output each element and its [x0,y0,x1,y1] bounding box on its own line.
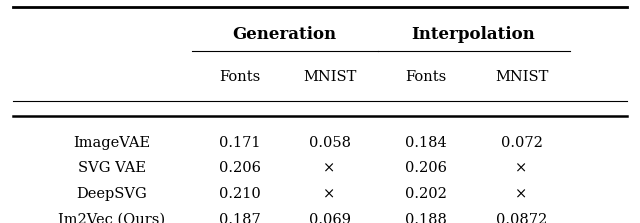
Text: ×: × [323,161,336,175]
Text: Im2Vec (Ours): Im2Vec (Ours) [58,213,166,223]
Text: 0.058: 0.058 [308,136,351,150]
Text: ×: × [515,187,528,201]
Text: MNIST: MNIST [303,70,356,84]
Text: DeepSVG: DeepSVG [77,187,147,201]
Text: 0.206: 0.206 [404,161,447,175]
Text: 0.210: 0.210 [219,187,261,201]
Text: MNIST: MNIST [495,70,548,84]
Text: Generation: Generation [233,26,337,43]
Text: 0.069: 0.069 [308,213,351,223]
Text: 0.188: 0.188 [404,213,447,223]
Text: Fonts: Fonts [405,70,446,84]
Text: 0.072: 0.072 [500,136,543,150]
Text: 0.171: 0.171 [220,136,260,150]
Text: ImageVAE: ImageVAE [74,136,150,150]
Text: 0.202: 0.202 [404,187,447,201]
Text: 0.206: 0.206 [219,161,261,175]
Text: Fonts: Fonts [220,70,260,84]
Text: 0.0872: 0.0872 [496,213,547,223]
Text: ×: × [323,187,336,201]
Text: Interpolation: Interpolation [412,26,536,43]
Text: 0.187: 0.187 [219,213,261,223]
Text: 0.184: 0.184 [404,136,447,150]
Text: SVG VAE: SVG VAE [78,161,146,175]
Text: ×: × [515,161,528,175]
